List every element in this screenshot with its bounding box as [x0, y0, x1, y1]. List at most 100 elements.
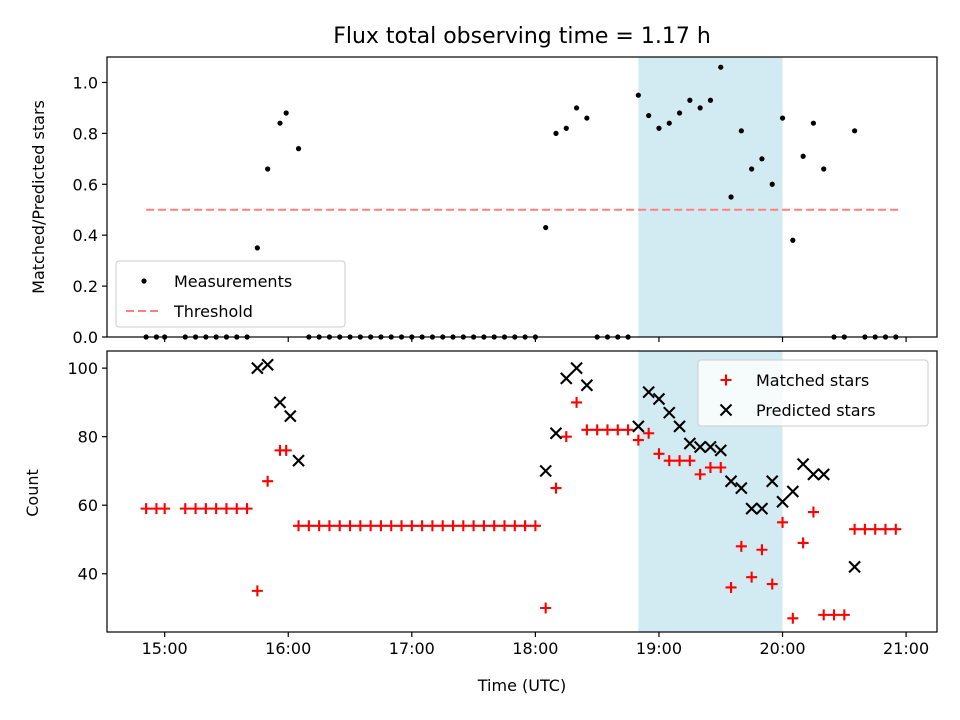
y-tick-label: 60: [78, 496, 98, 515]
data-point: [766, 578, 778, 590]
data-point: [251, 585, 263, 597]
data-point: [674, 455, 686, 467]
data-point: [746, 571, 758, 583]
data-point: [707, 97, 714, 103]
data-point: [251, 361, 264, 375]
data-point: [457, 520, 469, 532]
data-point: [663, 455, 675, 467]
y-tick-label: 1.0: [73, 73, 98, 92]
data-point: [560, 431, 572, 443]
data-point: [646, 112, 652, 119]
data-point: [890, 523, 902, 535]
legend: Measurements Threshold: [115, 260, 346, 328]
data-point: [632, 434, 644, 446]
data-point: [786, 485, 800, 498]
data-point: [571, 396, 583, 408]
data-point: [738, 128, 744, 134]
data-point: [549, 427, 563, 440]
shaded-span: [638, 57, 783, 337]
data-point: [643, 427, 655, 439]
data-point: [848, 560, 861, 574]
data-point: [426, 520, 438, 532]
x-tick-label: 15:00: [142, 639, 188, 658]
data-point: [807, 506, 819, 518]
data-point: [779, 115, 786, 121]
data-point: [334, 520, 346, 532]
data-point: [769, 181, 775, 187]
data-point: [704, 440, 717, 454]
data-point: [581, 424, 593, 436]
y-tick-label: 40: [78, 565, 98, 584]
ratio-panel: 0.0 0.2 0.4 0.6 0.8 1.0 Measurements Threshold: [73, 56, 938, 347]
y-tick-label: 80: [78, 428, 98, 447]
data-point: [313, 520, 325, 532]
data-point: [273, 396, 287, 409]
data-point: [344, 520, 356, 532]
legend: Matched stars Predicted stars: [697, 359, 929, 427]
data-point: [697, 105, 703, 111]
legend-label: Matched stars: [756, 371, 869, 390]
data-point: [284, 409, 297, 423]
data-point: [529, 520, 541, 532]
data-point: [725, 581, 737, 593]
x-tick-label: 16:00: [265, 639, 311, 658]
plot-frame: [106, 350, 938, 633]
data-point: [673, 420, 686, 433]
legend-label: Predicted stars: [756, 401, 876, 420]
legend-swatch: [141, 278, 147, 284]
data-point: [210, 503, 222, 515]
data-point: [724, 474, 738, 488]
chart-title: Flux total observing time = 1.17 h: [333, 24, 711, 49]
legend-box: [115, 260, 346, 328]
count-panel: 15:00 16:00 17:00 18:00 19:00 20:00 21:00 40 60 8…: [67, 350, 938, 658]
data-point: [385, 520, 397, 532]
data-point: [261, 358, 274, 371]
data-point: [828, 609, 840, 621]
data-point: [509, 520, 521, 532]
legend-box: [697, 359, 929, 427]
data-point: [715, 462, 727, 474]
data-point: [365, 520, 377, 532]
data-point: [241, 503, 253, 515]
data-point: [262, 475, 274, 487]
data-point: [652, 392, 666, 406]
data-point: [292, 454, 305, 467]
data-point: [790, 237, 796, 243]
data-point: [635, 92, 641, 98]
y-tick-label: 0.4: [73, 226, 98, 245]
data-point: [488, 520, 500, 532]
legend-label: Threshold: [173, 302, 253, 321]
x-axis-label: Time (UTC): [477, 676, 566, 695]
data-point: [573, 105, 580, 111]
data-point: [880, 523, 892, 535]
data-point: [704, 462, 716, 474]
y-tick-label: 0.6: [73, 175, 98, 194]
data-point: [612, 424, 624, 436]
data-point: [254, 245, 260, 251]
data-point: [656, 125, 662, 131]
data-point: [653, 448, 665, 460]
data-point: [759, 156, 765, 162]
data-point: [694, 468, 706, 480]
legend-swatch: [720, 374, 732, 386]
data-point: [663, 406, 676, 419]
data-point: [756, 544, 768, 556]
data-point: [406, 520, 418, 532]
data-point: [777, 516, 789, 528]
data-point: [277, 120, 283, 126]
data-point: [478, 520, 490, 532]
data-point: [283, 110, 289, 116]
data-point: [817, 468, 830, 481]
data-point: [140, 503, 152, 515]
x-tick-label: 19:00: [636, 639, 682, 658]
data-point: [580, 379, 594, 392]
y-tick-label: 0.8: [73, 124, 98, 143]
data-point: [852, 128, 858, 134]
x-tick-label: 18:00: [512, 639, 558, 658]
data-point: [570, 361, 583, 375]
data-point: [810, 120, 817, 126]
legend-swatch: [719, 403, 733, 417]
data-point: [539, 464, 552, 478]
data-point: [849, 523, 861, 535]
